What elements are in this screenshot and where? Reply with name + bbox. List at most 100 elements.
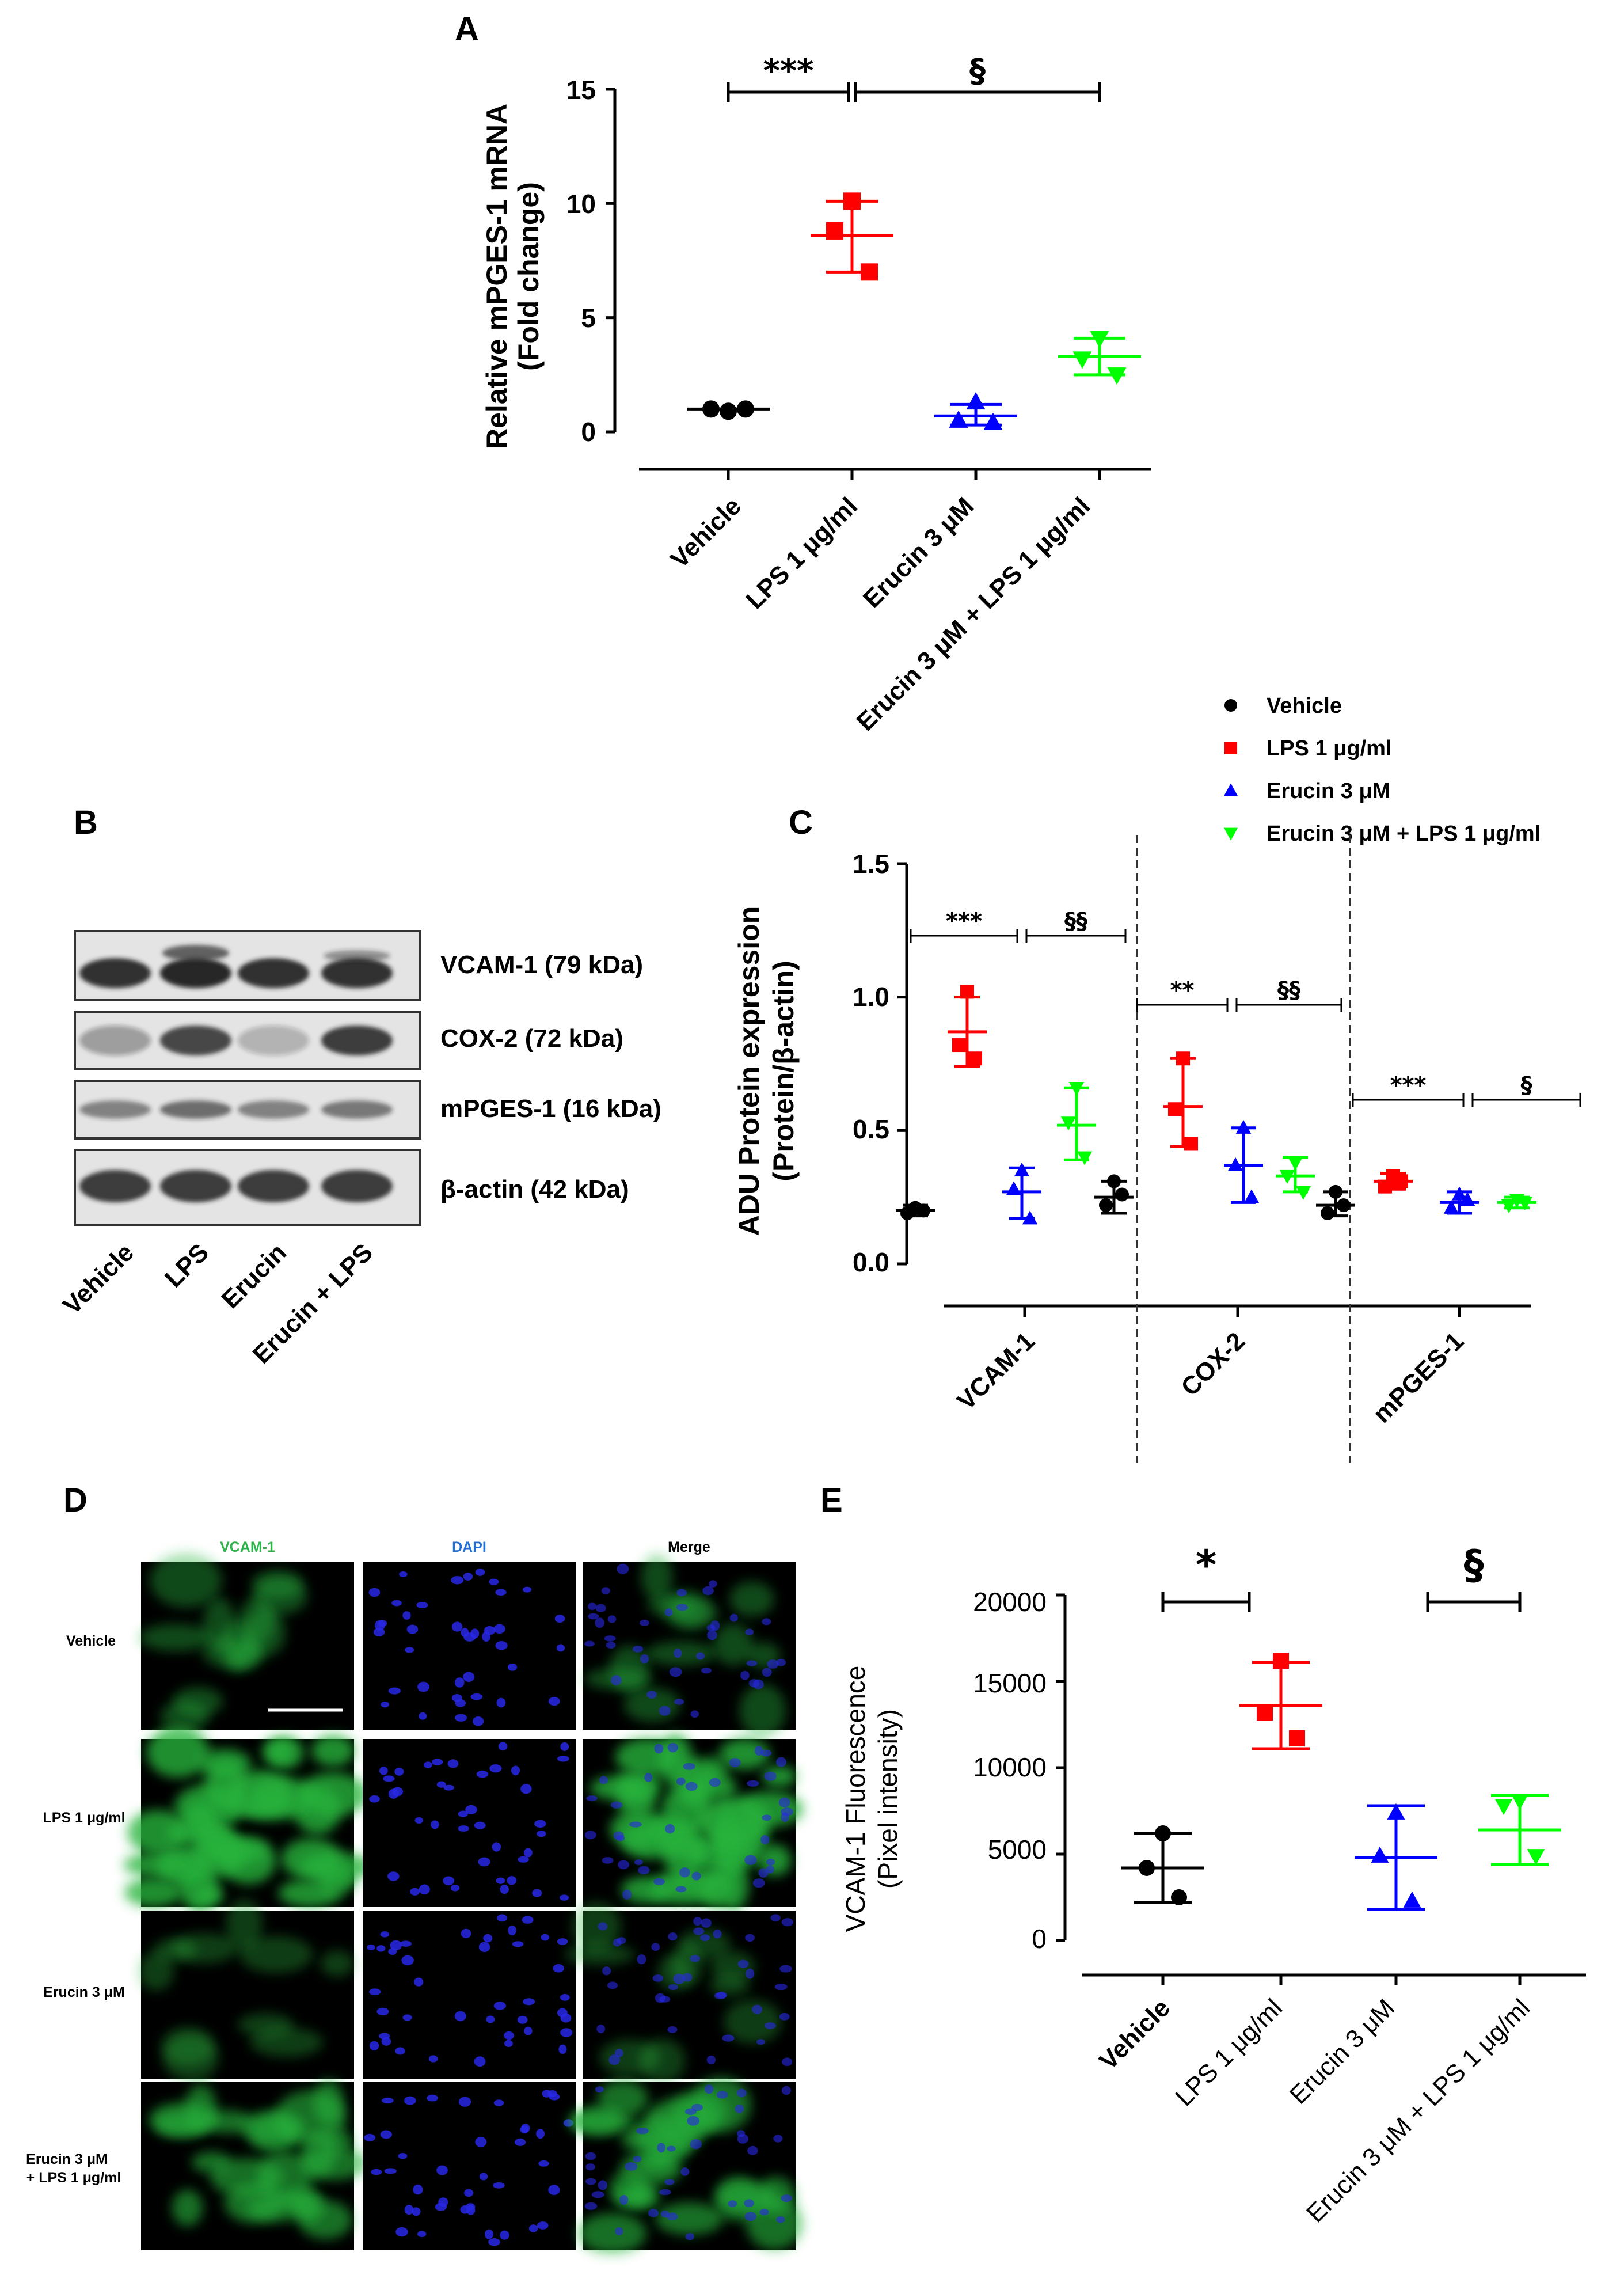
chart-a-ylabel-line1: Relative mPGES-1 mRNA [481,104,513,449]
chart-e-series [1121,1825,1204,1905]
nucleus [380,1931,390,1938]
cell-signal [162,2034,219,2082]
chart-a-data-point [861,263,878,281]
nucleus [774,1983,788,1991]
nucleus [419,1884,430,1895]
blot-lane-label: LPS [159,1238,214,1293]
cell-signal [655,2202,724,2235]
nucleus [760,1835,770,1844]
nucleus [458,1825,469,1832]
chart-c-significance-label: §§ [1277,977,1300,1004]
nucleus [504,2040,513,2048]
blot-band [321,1170,393,1202]
chart-c-series [896,1201,935,1220]
nucleus [781,1812,789,1822]
nucleus [558,2044,567,2054]
chart-e-xtick-label: Erucin 3 μM + LPS 1 μg/ml [1301,1993,1535,2228]
cell-signal [320,1950,355,1977]
nucleus [660,2211,670,2218]
nucleus [651,1943,660,1951]
chart-e-data-point [1511,1794,1529,1810]
cell-signal [298,1772,368,1817]
nucleus [762,1668,772,1677]
chart-c-data-point [1099,1198,1113,1213]
blot-band [321,1026,393,1055]
nucleus [745,1628,754,1636]
nucleus [542,2090,552,2098]
chart-c-data-point [1394,1174,1408,1188]
chart-a-significance-bracket: § [854,52,1101,102]
chart-e: VCAM-1 Fluorescence (Pixel intensity) 20… [840,1587,1535,2228]
nucleus [427,2094,438,2102]
legend-label: LPS 1 μg/ml [1267,736,1392,761]
nucleus [368,1588,381,1597]
nucleus [419,1712,427,1720]
blot-band [160,1170,231,1202]
nucleus [495,1589,507,1596]
chart-c-data-point [916,1203,930,1218]
cell-signal [123,1852,198,1877]
panel-label-a: A [455,10,479,48]
nucleus [404,1647,414,1653]
chart-e-data-point [1403,1891,1421,1908]
blot-band-label: β-actin (42 kDa) [440,1175,629,1203]
micrograph-tile [363,2082,576,2250]
nucleus [447,1759,459,1768]
nucleus [493,2182,505,2189]
nucleus [473,1716,484,1726]
nucleus [375,1620,385,1631]
chart-c-series [1057,1082,1096,1165]
nucleus [413,2184,423,2195]
nucleus [554,1615,565,1623]
nucleus [595,1604,606,1612]
nucleus [553,1964,564,1973]
nucleus [676,1589,687,1597]
nucleus [488,2238,500,2246]
chart-c-data-point [1321,1206,1334,1220]
chart-c-ytick-labels: 1.5 1.0 0.5 0.0 [853,849,889,1277]
nucleus [520,1784,532,1794]
nucleus [638,1866,650,1875]
chart-e-data-point [1494,1799,1513,1816]
chart-a-series [1058,331,1141,385]
chart-e-ytick-label: 0 [1032,1924,1047,1954]
nucleus [512,1941,524,1947]
cell-signal [150,1553,222,1608]
nucleus [752,2004,763,2014]
cell-signal [139,1624,212,1651]
nucleus [781,1918,794,1927]
chart-c-legend: Vehicle LPS 1 μg/ml Erucin 3 μM Erucin 3… [1267,694,1541,846]
blot-band [160,1100,231,1119]
nucleus [538,2160,549,2167]
nucleus [534,1820,546,1828]
nucleus [371,2169,382,2175]
nucleus [493,2002,507,2010]
blot-band [238,1026,309,1055]
micrograph-column-label: Merge [668,1539,710,1555]
nucleus [710,1620,720,1631]
nucleus [376,1945,386,1952]
nucleus [496,1697,506,1708]
chart-c-series [948,985,987,1068]
nucleus [536,2129,545,2139]
chart-a-series [687,400,770,420]
nucleus [489,1764,502,1773]
micrograph-tile [123,1727,372,1911]
chart-c-data-point [1184,1137,1198,1151]
nucleus [782,2057,793,2067]
nucleus [602,1966,611,1976]
chart-c-ytick-label: 1.5 [853,849,889,879]
cell-signal [238,1597,275,1645]
chart-a-data-point [949,410,968,428]
nucleus [524,2026,533,2035]
nucleus [443,1876,455,1886]
nucleus [601,1587,610,1594]
nucleus [384,2168,397,2174]
micrograph-tile [363,1911,576,2079]
nucleus [369,2041,379,2050]
nucleus [702,1586,714,1596]
nucleus [640,1654,649,1664]
nucleus [438,2197,448,2207]
nucleus [615,2049,623,2057]
chart-e-data-point [1527,1849,1545,1866]
